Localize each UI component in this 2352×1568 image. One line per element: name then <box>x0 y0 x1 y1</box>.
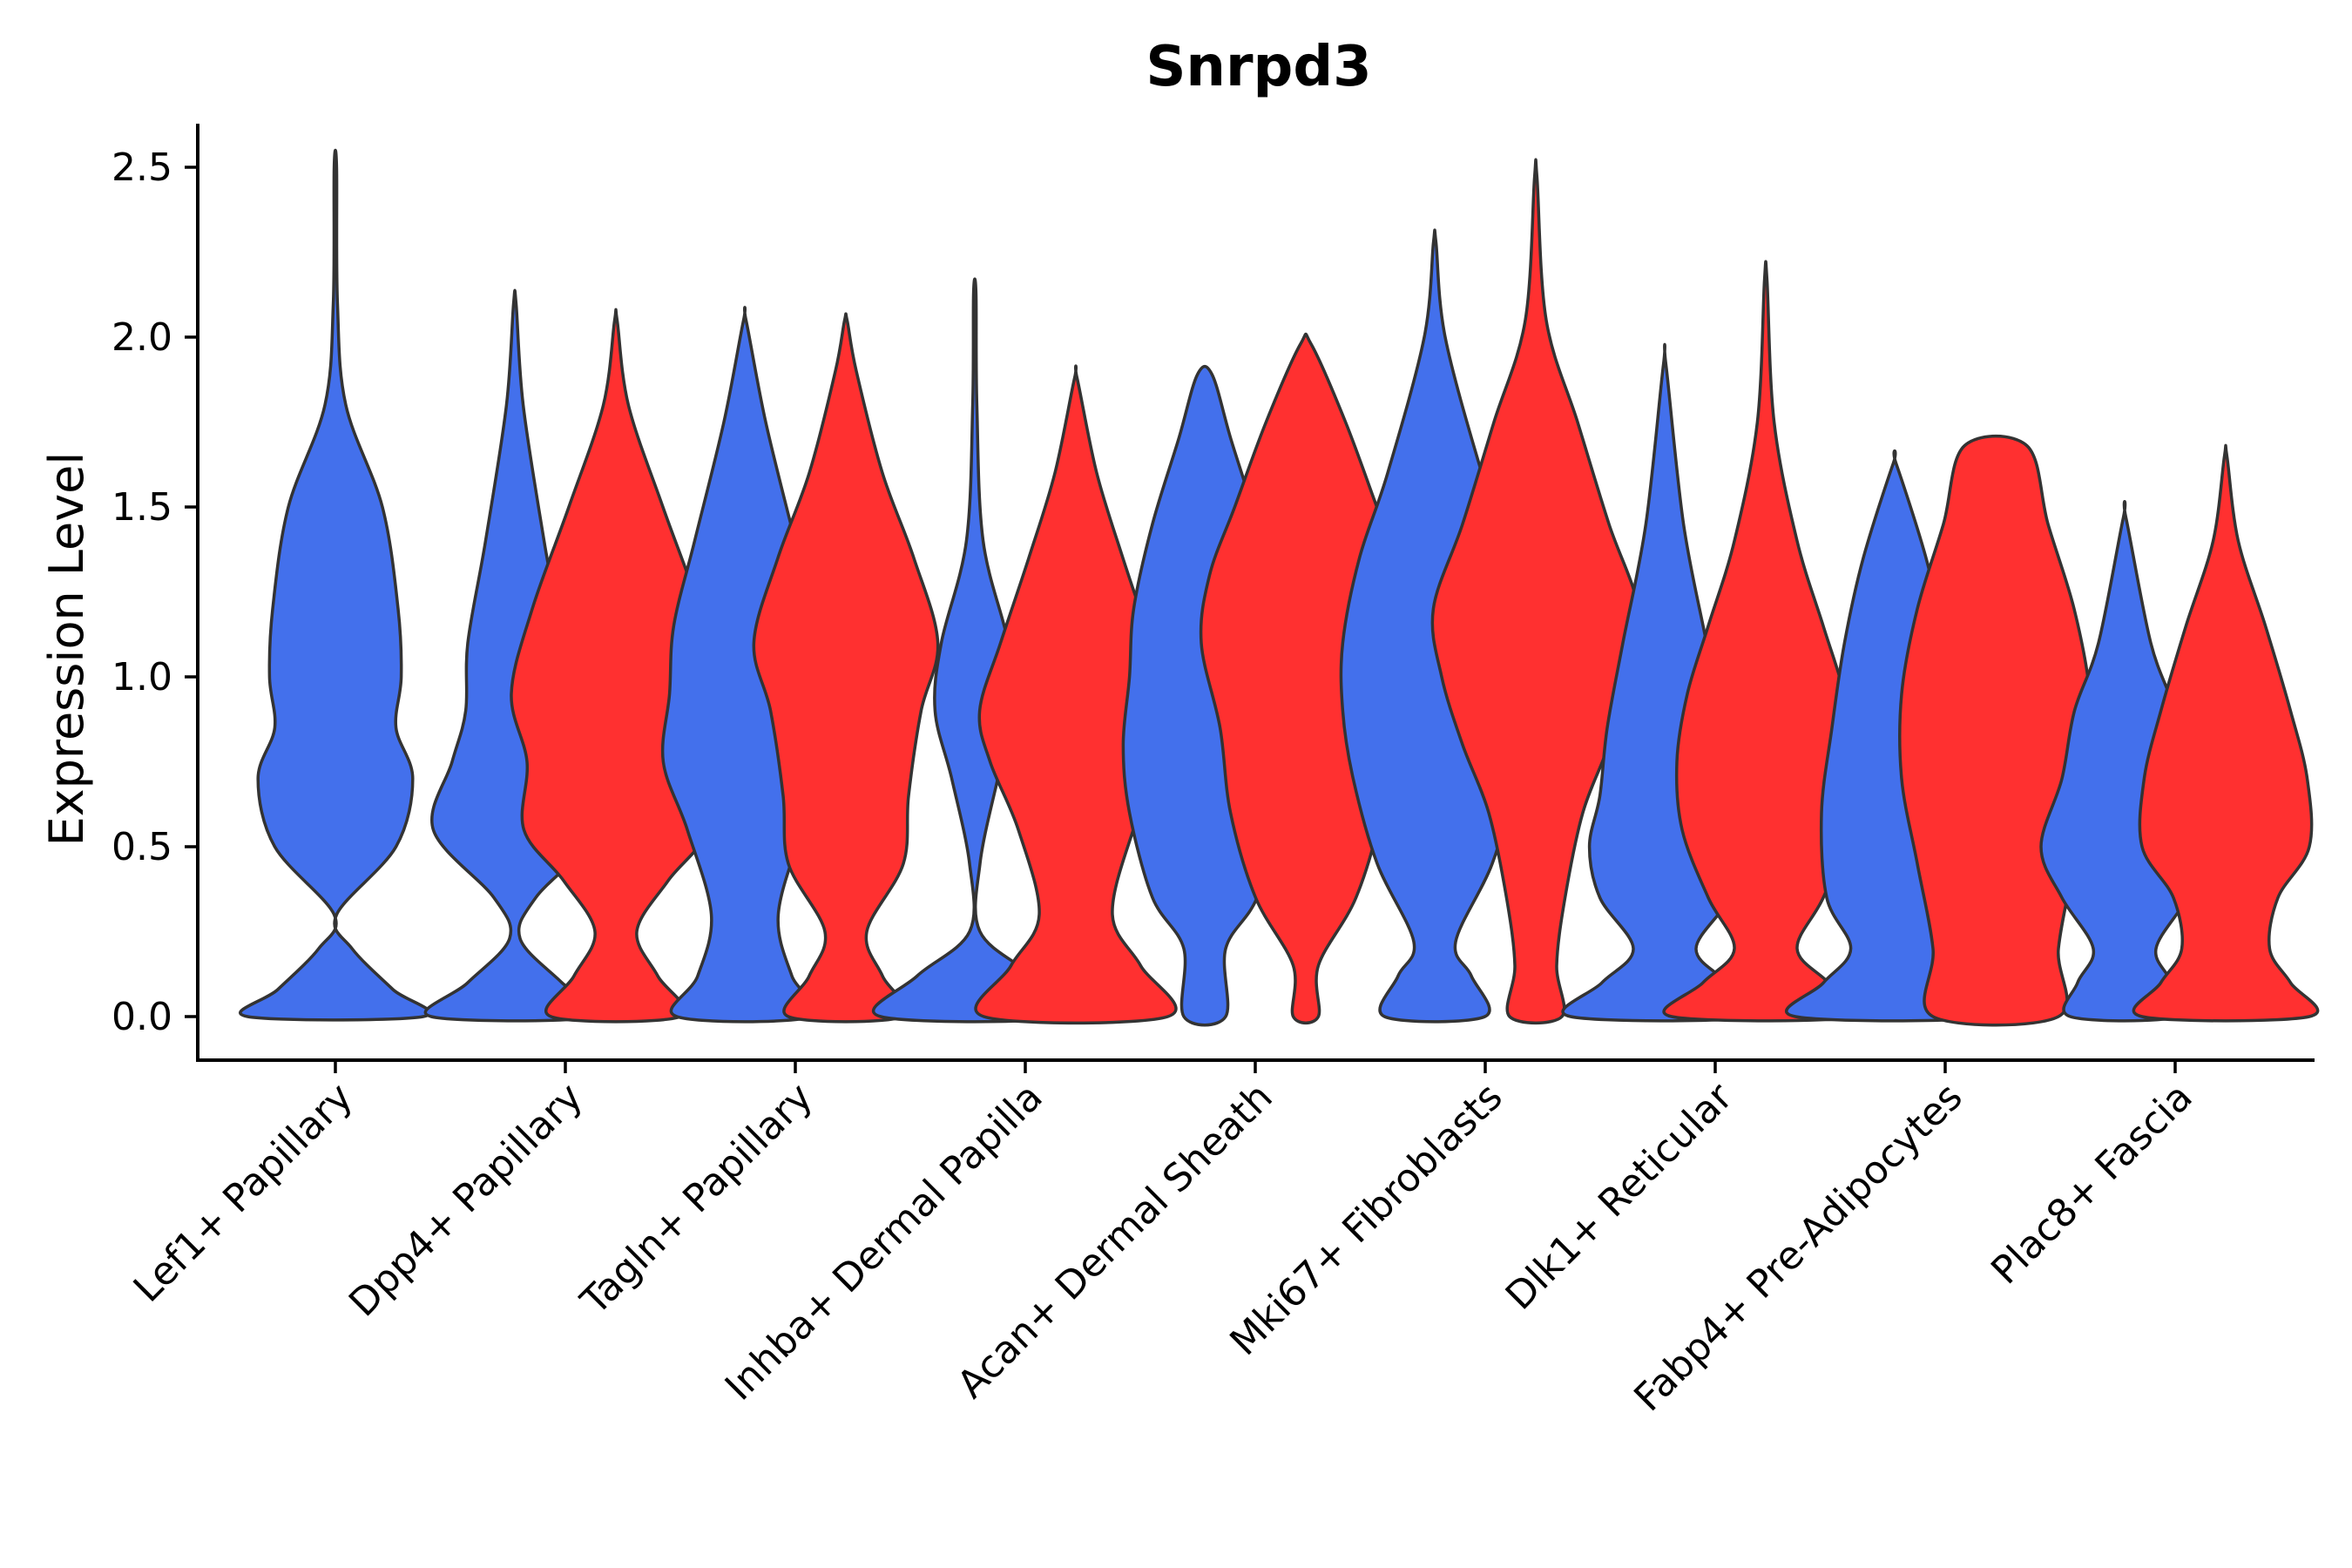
violin-red <box>752 312 940 1024</box>
violin-layer <box>239 148 2320 1027</box>
x-tick-label: Dlk1+ Reticular <box>1497 1074 1742 1319</box>
y-tick-label: 0.0 <box>112 995 172 1039</box>
y-tick-label: 1.5 <box>112 485 172 530</box>
x-tick-label: Lef1+ Papillary <box>125 1075 362 1311</box>
y-tick-label: 1.0 <box>112 655 172 700</box>
y-axis-label: Expression Level <box>39 452 94 847</box>
x-tick-label: Plac8+ Fascia <box>1983 1075 2201 1294</box>
violin-red <box>2132 443 2320 1023</box>
chart-title: Snrpd3 <box>1146 35 1371 99</box>
y-tick-label: 0.5 <box>112 825 172 869</box>
violin-blue <box>871 277 1078 1024</box>
x-tick-label: Dpp4+ Papillary <box>341 1075 591 1326</box>
y-axis-ticks: 0.0 0.5 1.0 1.5 2.0 2.5 <box>112 145 198 1039</box>
violin-blue <box>239 148 432 1022</box>
x-tick-label: Tagln+ Papillary <box>572 1075 821 1324</box>
y-tick-label: 2.5 <box>112 145 172 190</box>
y-tick-label: 2.0 <box>112 315 172 360</box>
